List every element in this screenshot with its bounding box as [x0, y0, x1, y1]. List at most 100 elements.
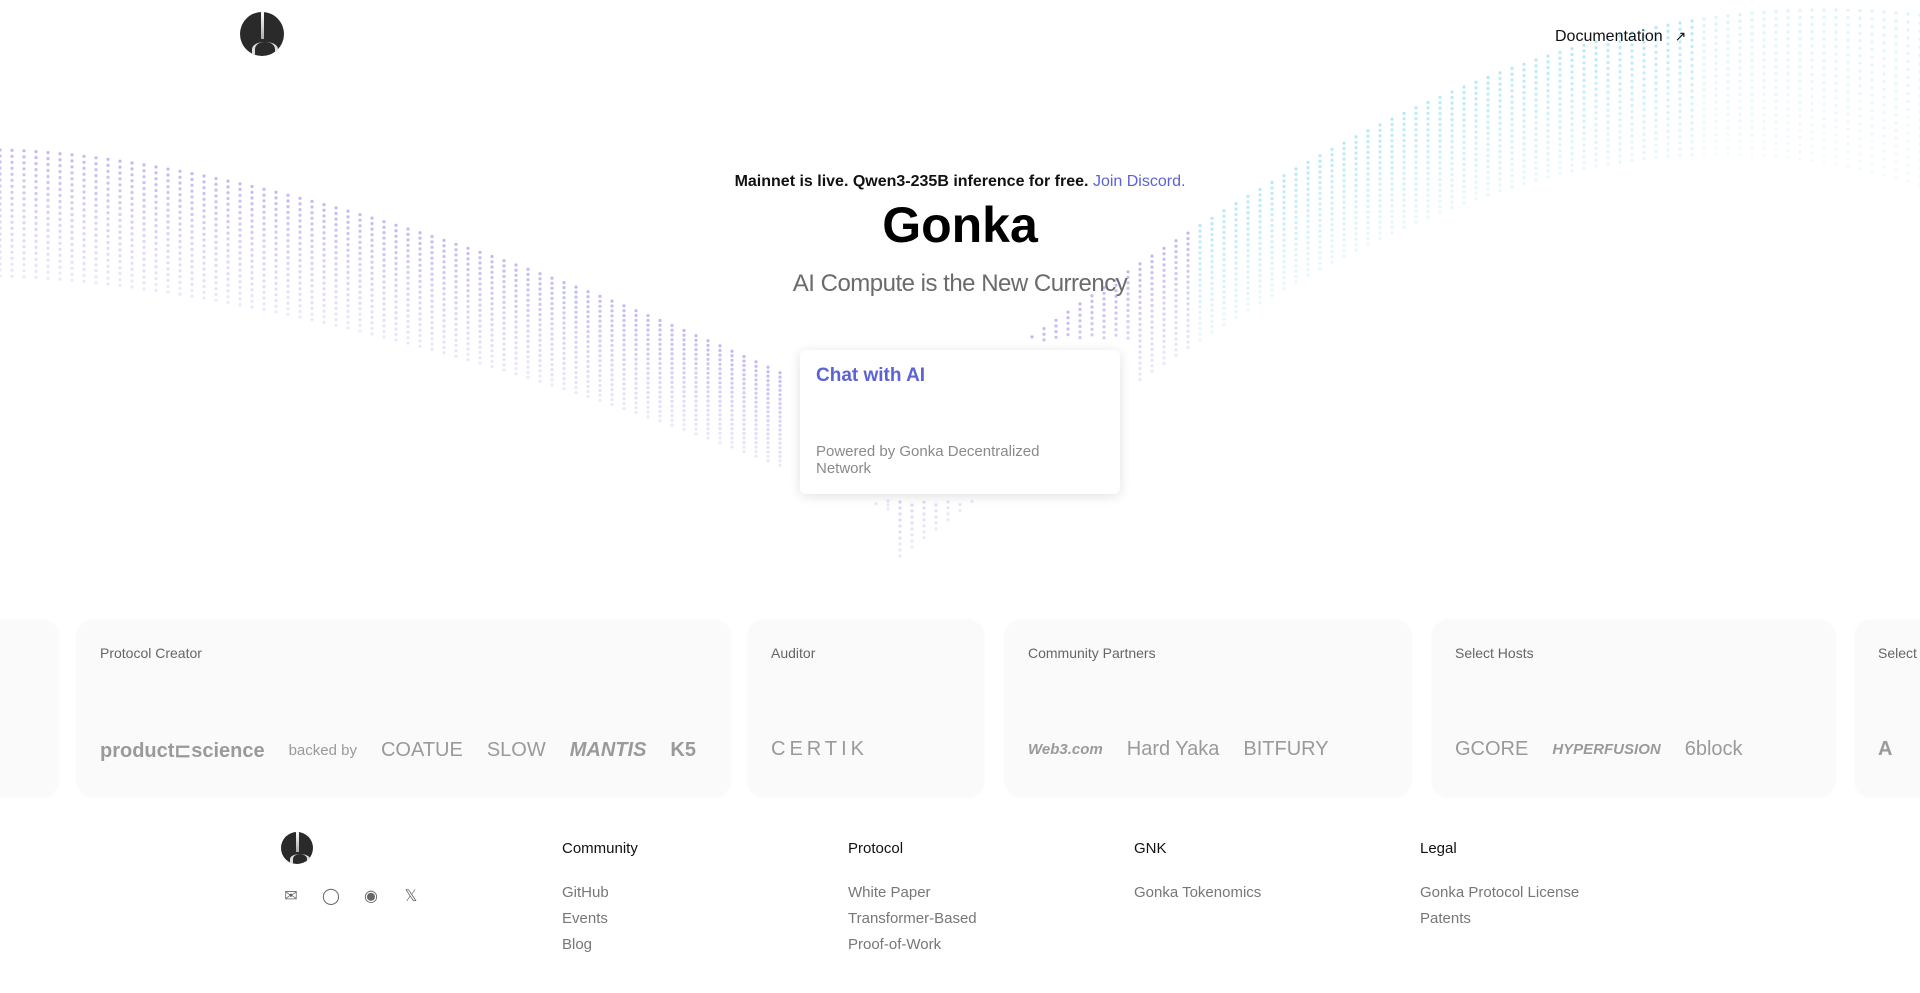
wave-dot — [706, 436, 710, 440]
certik-logo[interactable]: CERTIK — [771, 738, 868, 760]
wave-dot — [1234, 266, 1238, 271]
footer-link-transformer-based[interactable]: Transformer-Based — [848, 910, 977, 927]
footer-logo[interactable] — [281, 832, 313, 864]
wave-dot — [1162, 334, 1166, 338]
mantis-logo[interactable]: MANTIS — [569, 739, 647, 761]
wave-dot — [226, 248, 230, 253]
wave-dot — [22, 215, 26, 219]
wave-dot — [754, 400, 758, 404]
wave-dot — [154, 271, 158, 275]
gcore-logo[interactable]: GCORE — [1455, 738, 1529, 760]
wave-dot — [418, 339, 422, 343]
wave-dot — [298, 247, 302, 251]
wave-dot — [1198, 327, 1202, 331]
github-icon[interactable]: ◯ — [322, 888, 340, 905]
wave-dot — [730, 395, 734, 399]
wave-dot — [130, 285, 134, 289]
mail-icon[interactable]: ✉ — [284, 888, 298, 905]
wave-dot — [778, 446, 782, 450]
footer-link-tokenomics[interactable]: Gonka Tokenomics — [1134, 884, 1262, 901]
wave-dot — [1258, 274, 1262, 278]
wave-dot — [1222, 290, 1226, 294]
footer-link-patents[interactable]: Patents — [1420, 910, 1471, 927]
wave-dot — [1510, 106, 1514, 110]
wave-dot — [190, 288, 194, 292]
wave-dot — [178, 169, 182, 173]
wave-dot — [154, 183, 158, 187]
bitfury-logo[interactable]: BITFURY — [1243, 738, 1329, 760]
wave-dot — [514, 356, 518, 360]
wave-dot — [1618, 106, 1622, 110]
wave-dot — [526, 344, 530, 349]
partner-logo[interactable]: A — [1878, 738, 1893, 760]
wave-dot — [1414, 111, 1418, 115]
wave-dot — [346, 248, 350, 252]
wave-dot — [1138, 345, 1142, 349]
wave-dot — [10, 178, 14, 182]
wave-dot — [622, 338, 626, 342]
wave-dot — [1210, 325, 1214, 329]
wave-dot — [682, 361, 686, 366]
wave-dot — [1858, 69, 1862, 73]
wave-dot — [70, 195, 74, 199]
wave-dot — [1198, 332, 1202, 336]
hard-yaka-logo[interactable]: Hard Yaka — [1126, 738, 1220, 760]
wave-dot — [1642, 120, 1646, 124]
wave-dot — [622, 397, 626, 401]
wave-dot — [610, 333, 614, 338]
wave-dot — [490, 323, 494, 327]
wave-dot — [10, 274, 14, 278]
footer-link-events[interactable]: Events — [562, 910, 608, 927]
footer-link-github[interactable]: GitHub — [562, 884, 609, 901]
wave-dot — [238, 251, 242, 255]
discord-icon[interactable]: ◉ — [364, 888, 378, 905]
wave-dot — [1294, 178, 1298, 182]
productscience-logo[interactable]: product⊏science — [100, 740, 265, 762]
chat-with-ai-card[interactable]: Chat with AI Powered by Gonka Decentrali… — [800, 350, 1120, 494]
wave-dot — [1330, 158, 1334, 162]
wave-dot — [1414, 188, 1418, 192]
wave-dot — [1438, 150, 1442, 154]
wave-dot — [1690, 153, 1694, 157]
slow-logo[interactable]: SLOW — [486, 739, 546, 761]
footer-link-proof-of-work[interactable]: Proof-of-Work — [848, 936, 942, 953]
wave-dot — [1414, 144, 1418, 148]
6block-logo[interactable]: 6block — [1684, 738, 1743, 760]
footer-link-blog[interactable]: Blog — [562, 936, 593, 953]
k5-logo[interactable]: K5 — [670, 739, 696, 761]
wave-dot — [1906, 52, 1910, 56]
wave-dot — [262, 290, 266, 294]
wave-dot — [1582, 160, 1586, 165]
wave-dot — [1342, 233, 1346, 237]
wave-dot — [718, 358, 722, 362]
join-discord-link[interactable]: Join Discord. — [1092, 173, 1186, 190]
wave-dot — [634, 386, 638, 390]
wave-dot — [706, 348, 710, 352]
footer-link-license[interactable]: Gonka Protocol License — [1420, 884, 1580, 901]
wave-dot — [1402, 128, 1406, 132]
wave-dot — [478, 329, 482, 333]
wave-dot — [1546, 94, 1550, 98]
wave-dot — [526, 375, 530, 379]
wave-dot — [634, 352, 638, 356]
wave-dot — [430, 283, 434, 287]
documentation-link[interactable]: Documentation ↗ — [1555, 28, 1686, 46]
wave-dot — [1090, 333, 1094, 337]
wave-dot — [1726, 67, 1730, 71]
wave-dot — [550, 281, 554, 285]
wave-dot — [442, 254, 446, 259]
gonka-logo[interactable] — [240, 12, 284, 56]
wave-dot — [118, 248, 122, 252]
wave-dot — [1870, 17, 1874, 21]
footer-link-white-paper[interactable]: White Paper — [848, 884, 931, 901]
wave-dot — [130, 232, 134, 236]
coatue-logo[interactable]: COATUE — [380, 739, 463, 761]
wave-dot — [430, 315, 434, 319]
wave-dot — [262, 227, 266, 231]
hyperfusion-logo[interactable]: HYPERFUSION — [1552, 741, 1661, 758]
x-icon[interactable]: 𝕏 — [404, 888, 418, 905]
wave-dot — [382, 324, 386, 328]
wave-dot — [682, 399, 686, 403]
wave-dot — [1870, 9, 1874, 13]
web3com-logo[interactable]: Web3.com — [1028, 741, 1103, 758]
